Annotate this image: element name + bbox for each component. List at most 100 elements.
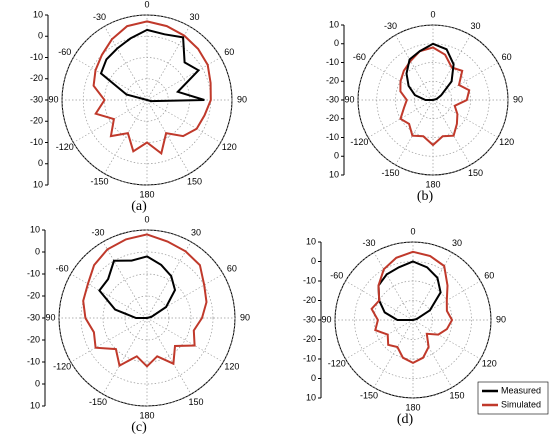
- radial-tick-label: 0: [334, 38, 339, 48]
- radial-tick-label: 10: [33, 179, 43, 189]
- angle-tick-label: -30: [362, 238, 375, 248]
- radial-tick-label: -10: [303, 275, 316, 285]
- angle-tick-label: 150: [188, 397, 203, 407]
- radial-tick-label: 10: [33, 9, 43, 19]
- angle-tick-label: 0: [430, 9, 435, 19]
- angle-tick-label: 60: [227, 263, 237, 273]
- grid-spoke: [102, 317, 148, 395]
- grid-spoke: [146, 241, 192, 319]
- angle-tick-label: -90: [45, 94, 58, 104]
- radial-tick-label: -20: [303, 334, 316, 344]
- radial-tick-label: -20: [27, 290, 40, 300]
- grid-spoke: [146, 99, 221, 143]
- grid-spoke: [146, 317, 192, 395]
- angle-tick-label: -120: [56, 142, 74, 152]
- radial-tick-label: 0: [35, 246, 40, 256]
- grid-spoke: [73, 57, 148, 101]
- radial-tick-label: 0: [311, 373, 316, 383]
- angle-tick-label: -150: [381, 168, 399, 178]
- radial-tick-label: -30: [30, 94, 43, 104]
- radial-tick-label: -10: [303, 353, 316, 363]
- panel-label: (d): [397, 412, 414, 427]
- angle-tick-label: 180: [425, 179, 440, 189]
- angle-tick-label: -90: [42, 312, 55, 322]
- radial-tick-label: 10: [30, 400, 40, 410]
- radial-tick-label: -30: [27, 312, 40, 322]
- angle-tick-label: 150: [449, 391, 464, 401]
- grid-spoke: [432, 99, 499, 138]
- radial-tick-label: 10: [329, 19, 339, 29]
- angle-tick-label: 120: [222, 142, 237, 152]
- grid-spoke: [104, 99, 148, 174]
- series-line: [99, 28, 205, 103]
- grid-spoke: [373, 319, 414, 388]
- series-line: [405, 42, 455, 101]
- angle-tick-label: -90: [318, 314, 331, 324]
- radial-tick-label: -20: [30, 73, 43, 83]
- legend-label: Simulated: [501, 399, 541, 409]
- legend-box: [477, 381, 549, 415]
- angle-tick-label: -30: [384, 21, 397, 31]
- grid-spoke: [102, 241, 148, 319]
- legend-label: Measured: [501, 385, 541, 395]
- grid-spoke: [345, 319, 414, 360]
- angle-tick-label: 150: [187, 177, 202, 187]
- grid-circle: [102, 273, 192, 363]
- angle-tick-label: -150: [89, 397, 107, 407]
- series-line: [92, 20, 212, 156]
- radial-tick-label: -20: [30, 116, 43, 126]
- series-line: [98, 255, 177, 319]
- grid-spoke: [412, 319, 481, 360]
- angle-tick-label: -60: [58, 47, 71, 57]
- radial-tick-label: 0: [38, 158, 43, 168]
- angle-tick-label: 90: [237, 94, 247, 104]
- angle-tick-label: -120: [53, 361, 71, 371]
- angle-tick-label: 180: [139, 189, 154, 199]
- angle-tick-label: 30: [191, 228, 201, 238]
- angle-tick-label: -30: [91, 228, 104, 238]
- grid-circle: [395, 62, 471, 138]
- radial-tick-label: 10: [329, 169, 339, 179]
- angle-tick-label: 90: [240, 312, 250, 322]
- grid-spoke: [146, 317, 224, 363]
- radial-tick-label: -10: [326, 132, 339, 142]
- series-line: [399, 46, 471, 147]
- angle-tick-label: 90: [496, 314, 506, 324]
- radial-tick-label: 0: [311, 256, 316, 266]
- series-line: [377, 260, 442, 321]
- grid-circle: [80, 251, 214, 385]
- grid-spoke: [146, 99, 190, 174]
- angle-tick-label: 0: [410, 226, 415, 236]
- radial-tick-label: -10: [30, 137, 43, 147]
- angle-tick-label: 180: [405, 402, 420, 412]
- angle-tick-label: 0: [144, 0, 149, 9]
- panel-label: (a): [131, 199, 147, 214]
- radial-tick-label: -30: [326, 94, 339, 104]
- radial-tick-label: 10: [306, 236, 316, 246]
- angle-tick-label: 30: [452, 238, 462, 248]
- angle-tick-label: 150: [468, 168, 483, 178]
- angle-tick-label: 120: [499, 137, 514, 147]
- angle-tick-label: -60: [353, 52, 366, 62]
- angle-tick-label: -60: [56, 263, 69, 273]
- grid-spoke: [412, 252, 453, 321]
- grid-spoke: [70, 317, 148, 363]
- panel-label: (c): [131, 420, 147, 435]
- radial-tick-label: -30: [303, 314, 316, 324]
- angle-tick-label: 30: [470, 21, 480, 31]
- radial-tick-label: 0: [334, 151, 339, 161]
- radial-tick-label: -20: [326, 76, 339, 86]
- radial-tick-label: -20: [27, 334, 40, 344]
- grid-spoke: [70, 273, 148, 319]
- angle-tick-label: 180: [139, 410, 154, 420]
- grid-spoke: [104, 26, 148, 101]
- angle-tick-label: 30: [189, 12, 199, 22]
- angle-tick-label: 60: [484, 270, 494, 280]
- grid-spoke: [373, 252, 414, 321]
- angle-tick-label: 60: [502, 52, 512, 62]
- angle-tick-label: -150: [360, 391, 378, 401]
- radial-tick-label: -20: [303, 295, 316, 305]
- radial-tick-label: 10: [306, 392, 316, 402]
- angle-tick-label: -150: [90, 177, 108, 187]
